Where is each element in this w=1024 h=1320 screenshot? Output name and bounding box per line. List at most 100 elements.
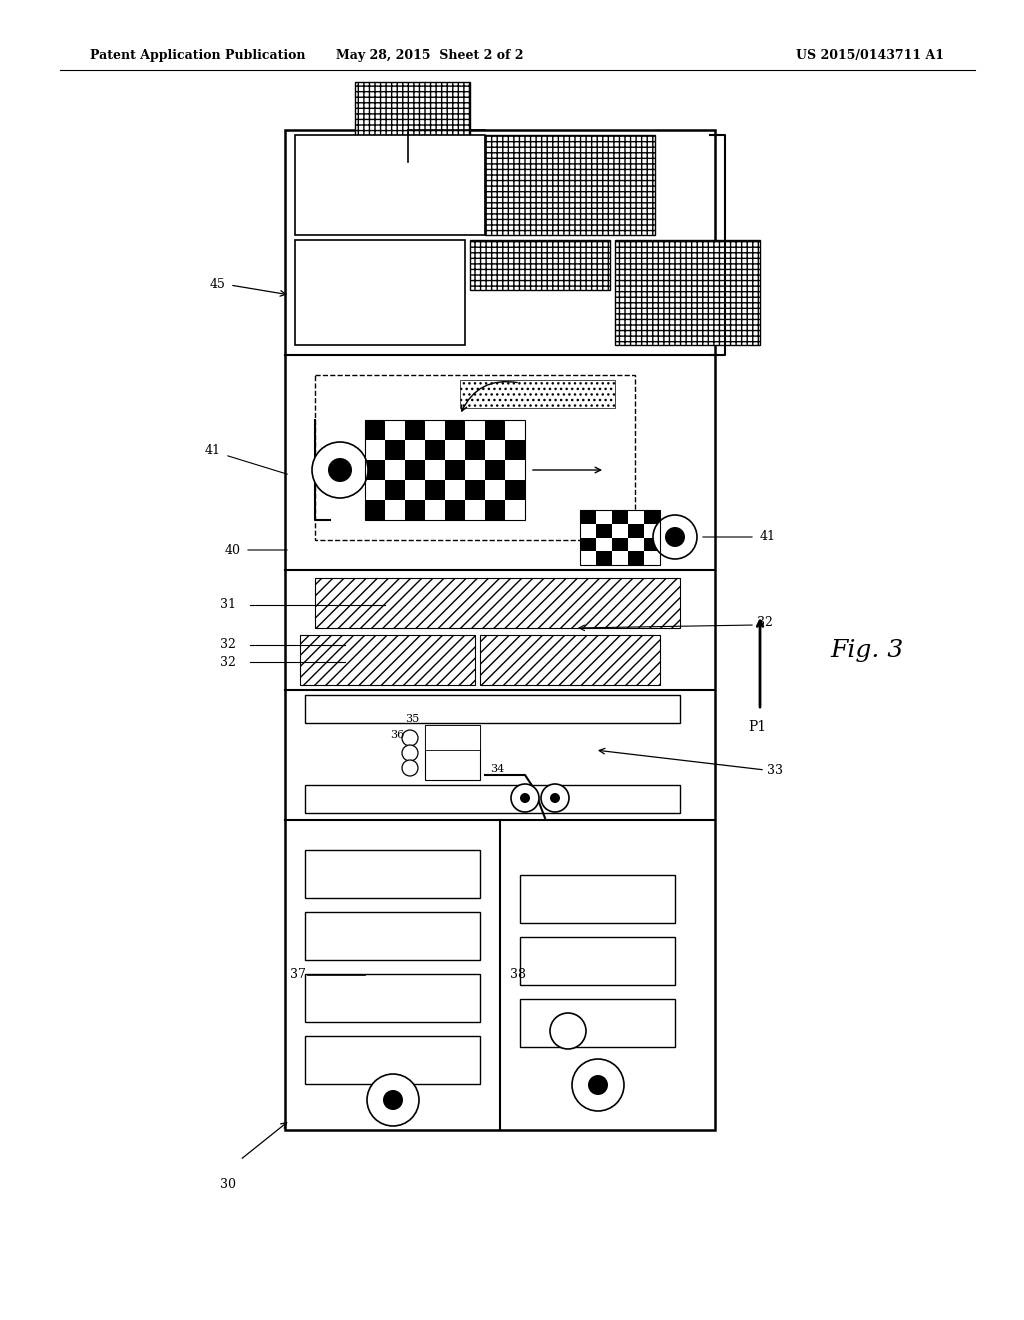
Bar — [480, 635, 660, 685]
Bar — [315, 578, 680, 628]
Text: 35: 35 — [406, 714, 419, 723]
Bar — [365, 459, 385, 480]
Bar — [612, 552, 628, 565]
Circle shape — [572, 1059, 624, 1111]
Bar — [445, 459, 465, 480]
Text: 41: 41 — [205, 444, 221, 457]
Bar — [596, 537, 612, 552]
Bar — [580, 537, 596, 552]
Bar — [612, 524, 628, 537]
Circle shape — [511, 784, 539, 812]
Bar — [425, 725, 480, 780]
Bar — [445, 440, 465, 459]
Bar — [406, 420, 425, 440]
Bar — [505, 420, 525, 440]
Bar — [580, 552, 596, 565]
Bar — [628, 510, 644, 524]
Text: 31: 31 — [220, 598, 236, 611]
Bar — [385, 440, 406, 459]
Bar — [385, 420, 406, 440]
Text: P1: P1 — [748, 719, 766, 734]
Circle shape — [402, 744, 418, 762]
Bar — [644, 510, 660, 524]
Bar — [505, 500, 525, 520]
Text: 34: 34 — [490, 764, 504, 774]
Bar — [615, 240, 760, 345]
Bar — [485, 459, 505, 480]
Bar — [465, 420, 485, 440]
Circle shape — [520, 793, 530, 803]
Text: 30: 30 — [220, 1179, 236, 1192]
Bar — [315, 375, 635, 540]
Bar — [628, 552, 644, 565]
Circle shape — [550, 793, 560, 803]
Bar — [580, 524, 596, 537]
Bar — [485, 480, 505, 500]
Bar — [460, 380, 615, 408]
Text: US 2015/0143711 A1: US 2015/0143711 A1 — [796, 49, 944, 62]
Text: 41: 41 — [760, 531, 776, 544]
Circle shape — [367, 1074, 419, 1126]
Bar — [612, 510, 628, 524]
Bar — [505, 480, 525, 500]
Bar — [425, 725, 480, 750]
Bar — [295, 240, 465, 345]
Bar — [485, 135, 655, 235]
Text: 36: 36 — [390, 730, 404, 741]
Circle shape — [402, 730, 418, 746]
Bar — [505, 440, 525, 459]
Bar — [295, 135, 485, 235]
Bar — [305, 974, 480, 1022]
Text: 37: 37 — [290, 969, 306, 982]
Circle shape — [550, 1012, 586, 1049]
Circle shape — [383, 1090, 403, 1110]
Circle shape — [653, 515, 697, 558]
Bar — [425, 480, 445, 500]
Bar — [365, 420, 385, 440]
Bar — [406, 480, 425, 500]
Bar — [406, 440, 425, 459]
Bar — [596, 510, 612, 524]
Bar — [365, 480, 385, 500]
Bar — [425, 500, 445, 520]
Circle shape — [541, 784, 569, 812]
Bar — [465, 500, 485, 520]
Circle shape — [588, 1074, 608, 1096]
Circle shape — [312, 442, 368, 498]
Bar — [644, 524, 660, 537]
Bar — [596, 552, 612, 565]
Bar — [644, 552, 660, 565]
Bar — [485, 500, 505, 520]
Text: 38: 38 — [510, 969, 526, 982]
Bar — [365, 440, 385, 459]
Bar — [300, 635, 475, 685]
Bar — [425, 459, 445, 480]
Bar — [596, 524, 612, 537]
Bar — [406, 500, 425, 520]
Circle shape — [402, 760, 418, 776]
Bar — [385, 500, 406, 520]
Bar — [644, 537, 660, 552]
Bar — [505, 459, 525, 480]
Bar — [445, 500, 465, 520]
Circle shape — [665, 527, 685, 546]
Bar — [365, 500, 385, 520]
Bar — [465, 480, 485, 500]
Bar — [445, 420, 465, 440]
Bar — [305, 696, 680, 723]
Bar — [485, 420, 505, 440]
Circle shape — [328, 458, 352, 482]
Bar — [470, 240, 610, 290]
Bar — [580, 510, 596, 524]
Bar — [465, 459, 485, 480]
Bar — [285, 129, 715, 1130]
Bar — [425, 440, 445, 459]
Text: 40: 40 — [225, 544, 241, 557]
Bar — [465, 440, 485, 459]
Bar — [365, 420, 525, 520]
Bar — [305, 912, 480, 960]
Text: Fig. 3: Fig. 3 — [830, 639, 903, 661]
Bar — [520, 999, 675, 1047]
Bar — [485, 440, 505, 459]
Bar — [580, 510, 660, 565]
